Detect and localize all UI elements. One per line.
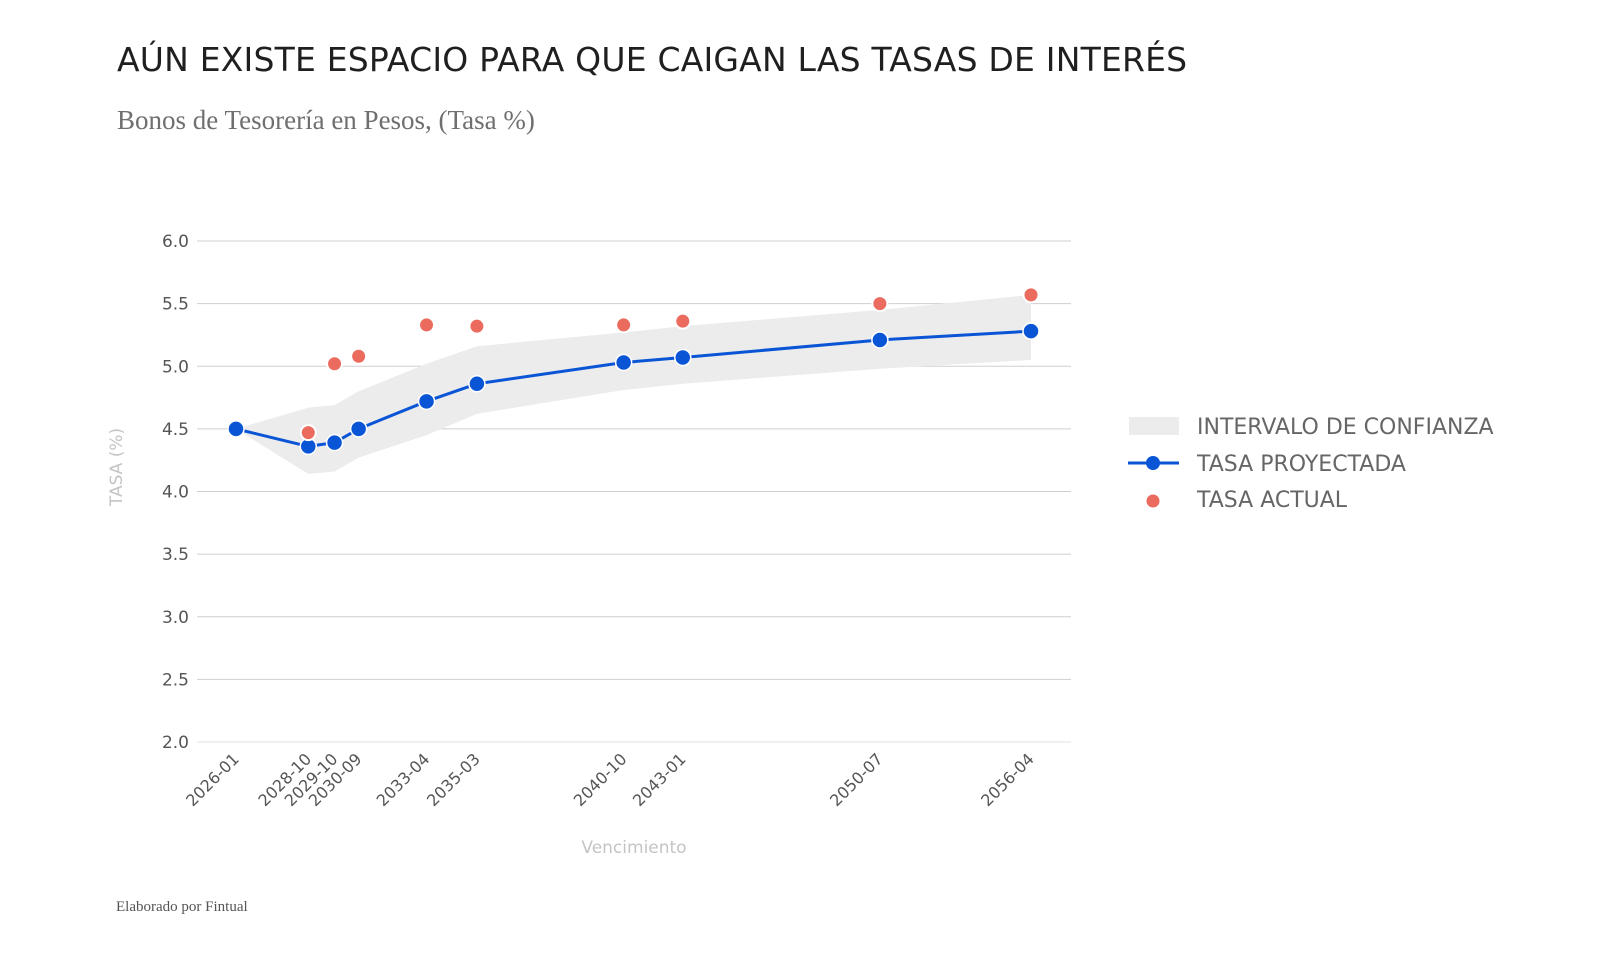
projected-point bbox=[349, 420, 368, 438]
confidence-band bbox=[236, 294, 1031, 474]
projected-point bbox=[227, 420, 245, 438]
x-tick-label: 2035-03 bbox=[423, 749, 484, 810]
chart-subtitle: Bonos de Tesorería en Pesos, (Tasa %) bbox=[117, 105, 535, 135]
actual-point bbox=[1022, 286, 1040, 304]
actual-point bbox=[871, 295, 889, 313]
legend: INTERVALO DE CONFIANZA TASA PROYECTADA T… bbox=[1128, 415, 1494, 513]
actual-point bbox=[326, 355, 344, 373]
legend-label-projected: TASA PROYECTADA bbox=[1196, 452, 1406, 477]
projected-point bbox=[614, 353, 633, 372]
x-tick-label: 2043-01 bbox=[629, 749, 690, 810]
y-axis-title: TASA (%) bbox=[107, 428, 127, 507]
legend-band-swatch bbox=[1129, 417, 1179, 435]
projected-line bbox=[235, 329, 1032, 448]
y-tick-label: 5.0 bbox=[162, 357, 189, 377]
chart-title: AÚN EXISTE ESPACIO PARA QUE CAIGAN LAS T… bbox=[117, 40, 1188, 79]
actual-point bbox=[615, 316, 633, 334]
x-tick-label: 2040-10 bbox=[570, 749, 631, 810]
y-tick-label: 4.0 bbox=[162, 483, 189, 503]
y-tick-label: 2.5 bbox=[162, 670, 189, 690]
actual-point bbox=[418, 316, 436, 334]
actual-point bbox=[299, 424, 317, 442]
projected-point bbox=[871, 331, 889, 349]
legend-label-actual: TASA ACTUAL bbox=[1196, 488, 1348, 513]
x-tick-label: 2026-01 bbox=[182, 749, 243, 810]
projected-point bbox=[325, 433, 344, 452]
actual-point bbox=[468, 317, 486, 335]
y-tick-label: 5.5 bbox=[162, 295, 189, 315]
projected-point bbox=[674, 348, 692, 367]
legend-line-marker bbox=[1146, 456, 1160, 470]
actual-point bbox=[674, 312, 692, 330]
y-tick-label: 6.0 bbox=[162, 232, 189, 252]
actual-point bbox=[350, 347, 368, 365]
projected-point bbox=[417, 392, 436, 411]
x-axis-title: Vencimiento bbox=[581, 838, 686, 858]
x-tick-label: 2033-04 bbox=[373, 749, 434, 810]
legend-label-band: INTERVALO DE CONFIANZA bbox=[1197, 415, 1494, 440]
y-tick-label: 3.5 bbox=[162, 545, 189, 565]
y-tick-label: 3.0 bbox=[162, 608, 189, 628]
y-tick-label: 2.0 bbox=[162, 733, 189, 753]
x-tick-label: 2056-04 bbox=[977, 749, 1038, 810]
legend-actual-marker bbox=[1146, 494, 1160, 508]
y-tick-label: 4.5 bbox=[162, 420, 189, 440]
footer-credit: Elaborado por Fintual bbox=[116, 899, 248, 915]
projected-line-layer bbox=[227, 322, 1040, 456]
confidence-band-layer bbox=[236, 294, 1031, 474]
projected-point bbox=[468, 375, 486, 393]
actual-points-layer bbox=[299, 286, 1040, 442]
y-axis-ticks: 2.0 2.5 3.0 3.5 4.0 4.5 5.0 5.5 6.0 bbox=[162, 232, 189, 753]
x-tick-label: 2050-07 bbox=[826, 749, 887, 810]
projected-point bbox=[1022, 322, 1040, 340]
